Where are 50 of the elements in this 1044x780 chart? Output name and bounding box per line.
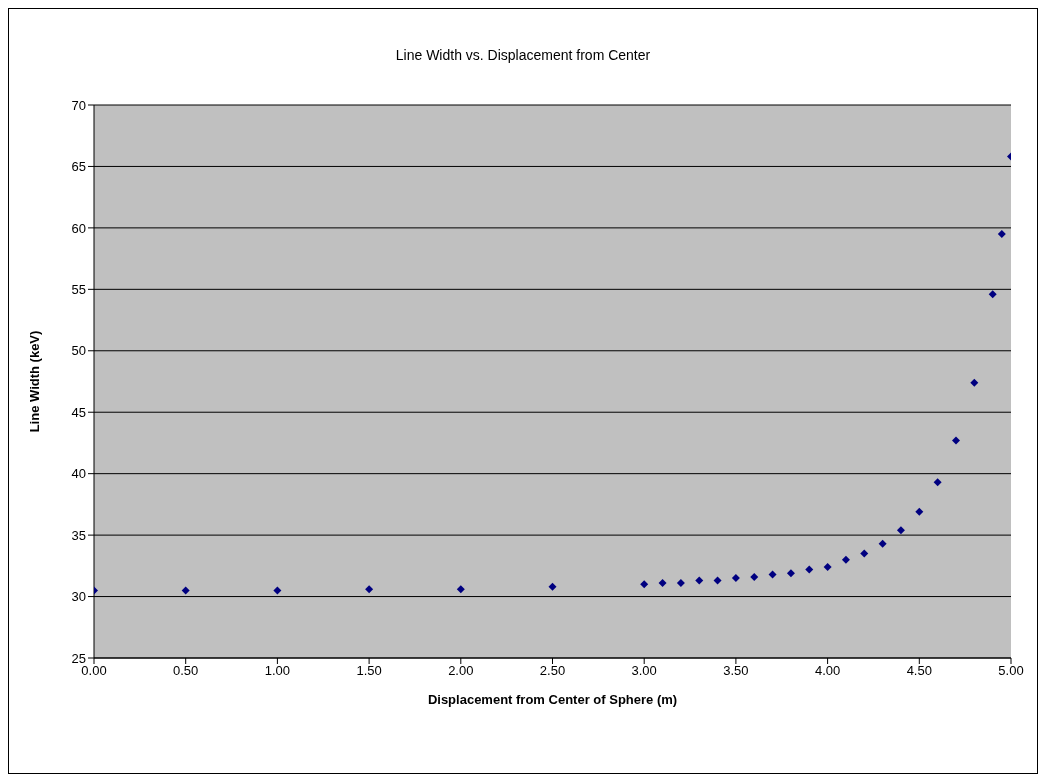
point xyxy=(768,570,777,579)
point xyxy=(731,574,740,583)
y-tick-label: 25 xyxy=(71,650,86,666)
x-tick-label: 1.50 xyxy=(356,663,382,679)
point xyxy=(181,586,190,595)
y-tick-label: 70 xyxy=(71,97,86,113)
x-axis-title: Displacement from Center of Sphere (m) xyxy=(427,692,678,707)
y-tick-label: 65 xyxy=(71,159,86,175)
point xyxy=(970,378,979,387)
point xyxy=(658,579,667,588)
y-axis-title: Line Width (keV) xyxy=(26,330,42,433)
point xyxy=(915,507,924,516)
point xyxy=(273,586,282,595)
x-tick-label: 0.00 xyxy=(81,663,107,679)
y-tick-label: 60 xyxy=(71,220,86,236)
x-tick-label: 4.50 xyxy=(906,663,932,679)
x-tick-label: 3.50 xyxy=(723,663,749,679)
point xyxy=(841,555,850,564)
y-tick-label: 30 xyxy=(71,589,86,605)
x-tick-label: 0.50 xyxy=(173,663,199,679)
point xyxy=(676,579,685,588)
y-tick-label: 40 xyxy=(71,466,86,482)
point xyxy=(878,539,887,548)
x-tick-label: 5.00 xyxy=(998,663,1024,679)
point xyxy=(988,290,997,299)
point xyxy=(548,582,557,591)
y-tick-label: 50 xyxy=(71,343,86,359)
y-tick-label: 55 xyxy=(71,281,86,297)
y-tick-label: 35 xyxy=(71,527,86,543)
y-tick-label: 45 xyxy=(71,404,86,420)
point xyxy=(695,576,704,585)
point xyxy=(951,436,960,445)
point xyxy=(365,585,374,594)
point xyxy=(786,569,795,578)
point xyxy=(933,478,942,487)
point xyxy=(823,563,832,572)
point xyxy=(860,549,869,558)
point xyxy=(896,526,905,535)
point xyxy=(640,580,649,589)
x-tick-label: 4.00 xyxy=(814,663,841,679)
point xyxy=(713,576,722,585)
x-tick-label: 2.00 xyxy=(448,663,474,679)
point xyxy=(750,572,759,581)
x-tick-label: 2.50 xyxy=(539,663,566,679)
x-tick-label: 3.00 xyxy=(631,663,657,679)
x-tick-label: 1.00 xyxy=(264,663,291,679)
point xyxy=(456,585,465,594)
point xyxy=(805,565,814,574)
point xyxy=(997,230,1006,239)
chart-title: Line Width vs. Displacement from Center xyxy=(394,47,652,63)
